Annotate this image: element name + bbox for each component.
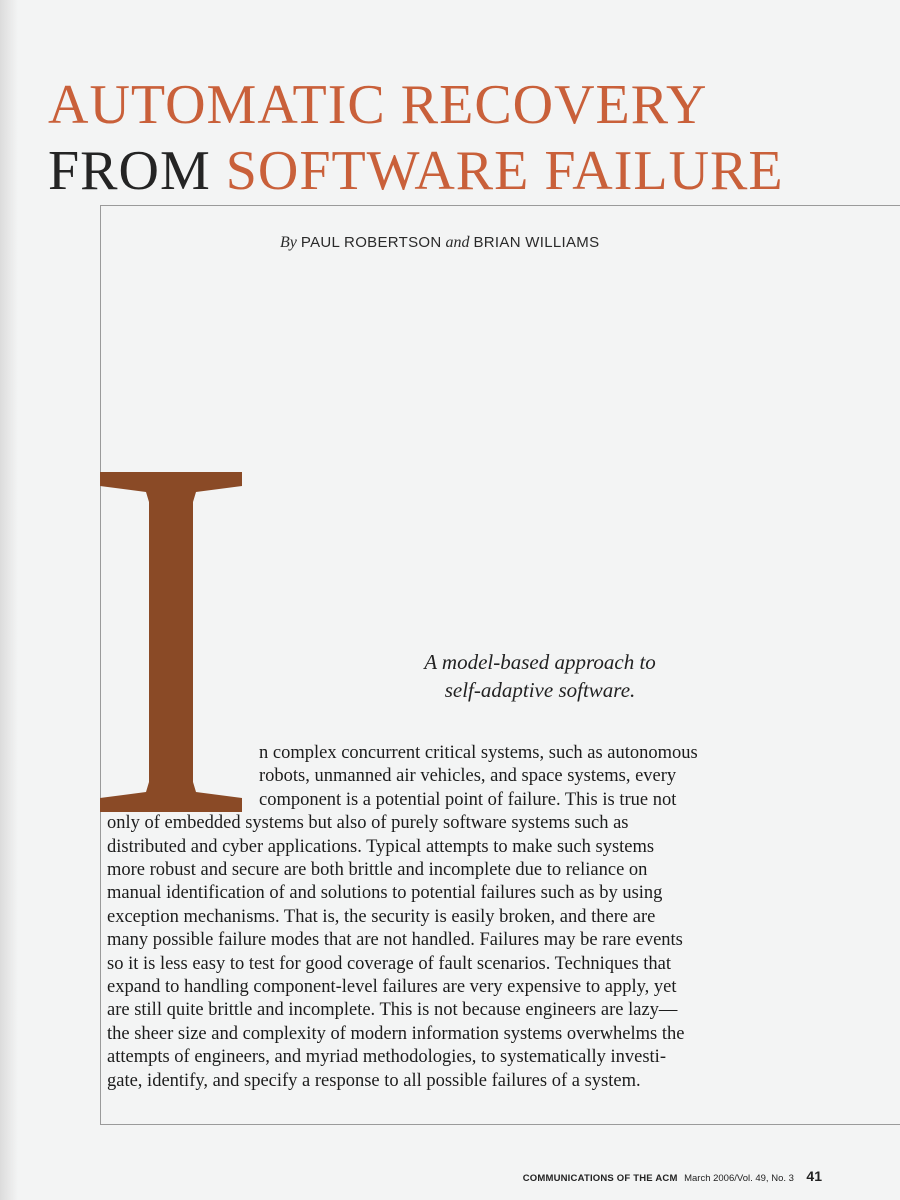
drop-cap-shape <box>100 472 242 812</box>
page-gutter-shadow <box>0 0 18 1200</box>
body-line: robots, unmanned air vehicles, and space… <box>259 766 677 787</box>
body-line: the sheer size and complexity of modern … <box>107 1023 685 1044</box>
body-line: more robust and secure are both brittle … <box>107 860 648 881</box>
body-line: distributed and cyber applications. Typi… <box>107 836 655 857</box>
article-frame-rule <box>100 205 900 1125</box>
body-line: attempts of engineers, and myriad method… <box>107 1047 666 1068</box>
byline: By PAUL ROBERTSON and BRIAN WILLIAMS <box>280 234 599 252</box>
body-line: manual identification of and solutions t… <box>107 883 663 904</box>
drop-cap-letter-i: I <box>100 472 242 812</box>
byline-by: By <box>280 234 297 251</box>
article-body: n complex concurrent critical systems, s… <box>107 742 797 1093</box>
body-line: expand to handling component-level failu… <box>107 977 677 998</box>
title-line-2: FROM SOFTWARE FAILURE <box>48 138 888 204</box>
title-line-1: AUTOMATIC RECOVERY <box>48 74 708 136</box>
body-line: only of embedded systems but also of pur… <box>107 813 629 834</box>
footer-page-number: 41 <box>806 1168 822 1184</box>
body-line: component is a potential point of failur… <box>259 789 677 810</box>
dek-line-1: A model-based approach to <box>424 650 656 674</box>
page-footer: COMMUNICATIONS OF THE ACM March 2006/Vol… <box>523 1168 822 1184</box>
body-line: are still quite brittle and incomplete. … <box>107 1000 678 1021</box>
footer-issue: March 2006/Vol. 49, No. 3 <box>684 1173 794 1184</box>
byline-author-2: BRIAN WILLIAMS <box>473 234 600 251</box>
dek-line-2: self-adaptive software. <box>444 678 636 702</box>
footer-publication: COMMUNICATIONS OF THE ACM <box>522 1173 678 1184</box>
body-line: many possible failure modes that are not… <box>107 930 683 951</box>
body-line: so it is less easy to test for good cove… <box>107 953 672 974</box>
body-line: n complex concurrent critical systems, s… <box>259 743 698 763</box>
title-word-from: FROM <box>48 140 211 202</box>
body-line: gate, identify, and specify a response t… <box>107 1070 641 1091</box>
article-dek: A model-based approach to self-adaptive … <box>330 648 750 704</box>
body-line: exception mechanisms. That is, the secur… <box>107 906 656 927</box>
title-words-software-failure: SOFTWARE FAILURE <box>225 140 784 202</box>
byline-author-1: PAUL ROBERTSON <box>300 234 442 251</box>
drop-cap-glyph: I <box>100 472 242 812</box>
byline-and: and <box>445 234 470 251</box>
article-title: AUTOMATIC RECOVERY FROM SOFTWARE FAILURE <box>48 72 888 204</box>
